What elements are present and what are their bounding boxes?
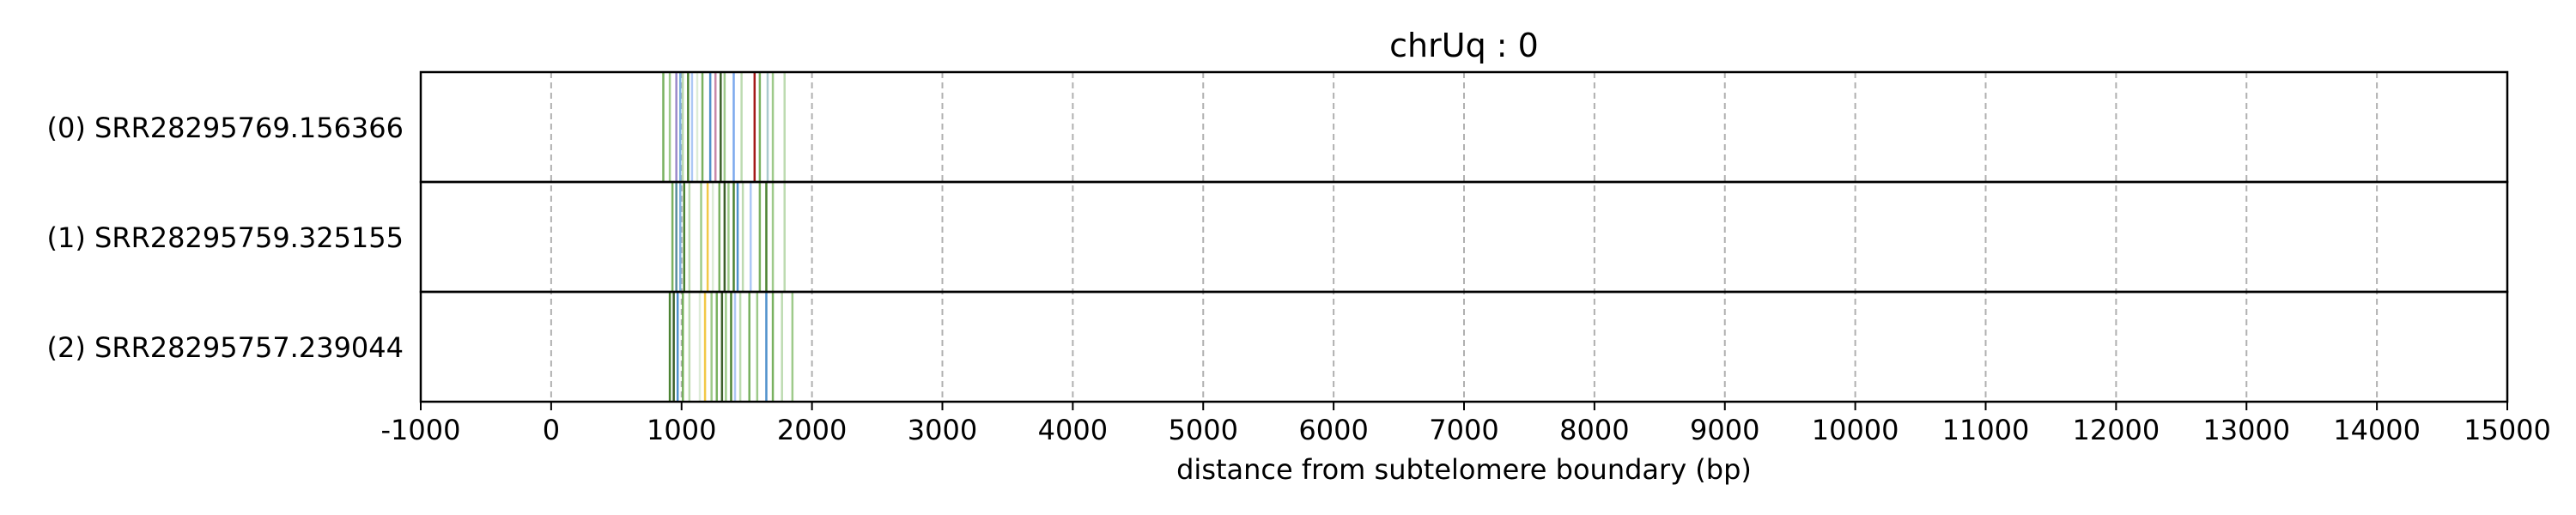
track-label: (1) SRR28295759.325155 bbox=[47, 221, 404, 254]
chart-title: chrUq : 0 bbox=[1389, 27, 1539, 64]
x-axis-label: distance from subtelomere boundary (bp) bbox=[1176, 453, 1752, 486]
x-tick-label: -1000 bbox=[381, 414, 461, 446]
x-tick-label: 14000 bbox=[2333, 414, 2421, 446]
x-tick-label: 11000 bbox=[1942, 414, 2030, 446]
read-marks bbox=[662, 72, 794, 402]
x-tick-label: 0 bbox=[543, 414, 560, 446]
track-label: (0) SRR28295769.156366 bbox=[47, 112, 404, 144]
x-tick-label: 8000 bbox=[1559, 414, 1629, 446]
x-tick-label: 15000 bbox=[2464, 414, 2551, 446]
x-tick-label: 10000 bbox=[1812, 414, 1899, 446]
x-tick-label: 9000 bbox=[1690, 414, 1759, 446]
x-tick-label: 7000 bbox=[1429, 414, 1498, 446]
x-axis-ticks: -1000 0 1000 2000 3000 4000 5000 6000 7000 8000 90… bbox=[381, 402, 2551, 446]
x-tick-label: 5000 bbox=[1169, 414, 1238, 446]
x-tick-label: 12000 bbox=[2072, 414, 2160, 446]
track-label: (2) SRR28295757.239044 bbox=[47, 331, 404, 364]
track-labels: (0) SRR28295769.156366 (1) SRR28295759.32… bbox=[47, 112, 404, 364]
x-tick-label: 13000 bbox=[2202, 414, 2290, 446]
x-tick-label: 1000 bbox=[647, 414, 716, 446]
grid-lines bbox=[550, 72, 2379, 402]
x-tick-label: 6000 bbox=[1298, 414, 1368, 446]
x-tick-label: 2000 bbox=[777, 414, 847, 446]
x-tick-label: 4000 bbox=[1038, 414, 1108, 446]
x-tick-label: 3000 bbox=[908, 414, 977, 446]
